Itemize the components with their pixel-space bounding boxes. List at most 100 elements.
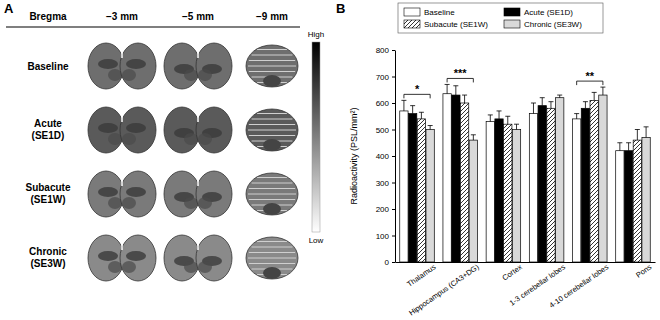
thalamus	[122, 197, 136, 209]
error-stem	[455, 86, 456, 95]
thalamus	[108, 69, 122, 81]
legend-label: Acute (SE1D)	[524, 8, 573, 17]
significance-label: ***	[454, 67, 468, 79]
hemisphere	[120, 43, 156, 89]
legend-label: Baseline	[424, 8, 455, 17]
error-bar	[497, 111, 502, 119]
error-stem	[594, 92, 595, 100]
error-stem	[490, 115, 491, 122]
legend-swatch	[504, 20, 520, 28]
folium	[249, 199, 295, 200]
error-stem	[637, 130, 638, 141]
error-bar	[419, 112, 424, 119]
colorbar-low: Low	[309, 236, 324, 245]
y-tick: 700	[376, 73, 395, 82]
folium	[249, 252, 295, 253]
error-stem	[550, 102, 551, 109]
y-tick: 800	[376, 46, 395, 55]
y-axis: 0100200300400500600700800	[376, 46, 396, 267]
error-bar	[505, 116, 510, 124]
error-cap	[617, 142, 622, 143]
legend: BaselineAcute (SE1D)Subacute (SE1W)Chron…	[398, 3, 603, 33]
thalamus	[184, 197, 198, 209]
hippocampus	[126, 187, 146, 197]
hemisphere	[120, 171, 156, 217]
bar	[590, 100, 598, 262]
series	[409, 86, 633, 262]
midline	[121, 236, 123, 250]
y-axis-line	[395, 51, 396, 263]
hippocampus	[126, 251, 146, 261]
hemisphere	[196, 171, 232, 217]
error-bar	[644, 127, 649, 138]
error-bar	[600, 87, 605, 95]
thalamus	[198, 197, 212, 209]
row-label: Subacute(SE1W)	[25, 182, 70, 205]
bar	[409, 114, 417, 262]
error-bar	[548, 102, 553, 109]
brain-slice	[246, 109, 298, 151]
y-tick-mark	[392, 236, 395, 237]
midline	[197, 108, 199, 122]
thalamus	[108, 197, 122, 209]
brainstem	[263, 139, 281, 151]
hemisphere	[164, 171, 200, 217]
error-stem	[516, 124, 517, 129]
brain-slice	[246, 45, 298, 87]
thalamus	[184, 69, 198, 81]
row-label: Acute(SE1D)	[32, 118, 65, 141]
panel-label: B	[336, 1, 345, 16]
midline	[121, 44, 123, 58]
error-bar	[626, 143, 631, 151]
error-cap	[531, 103, 536, 104]
cerebellum	[246, 237, 298, 279]
brain-slice	[164, 107, 232, 153]
x-tick-label: Thalamus	[405, 262, 437, 288]
y-axis-title: Radioactivity (PSL/mm²)	[349, 107, 359, 204]
error-stem	[619, 143, 620, 151]
midline	[121, 172, 123, 186]
folium	[252, 247, 293, 248]
error-cap	[488, 114, 493, 115]
bar	[469, 140, 477, 262]
folium	[248, 130, 296, 131]
brain-slice	[164, 43, 232, 89]
error-stem	[507, 116, 508, 124]
x-tick: Hippocampus (CA3+DG)	[407, 262, 481, 317]
x-axis-line	[396, 262, 656, 263]
hippocampus	[98, 59, 118, 69]
error-bar	[557, 95, 562, 98]
error-cap	[540, 97, 545, 98]
folium	[248, 194, 296, 195]
x-tick-label: Pons	[634, 262, 653, 279]
thalamus	[198, 133, 212, 145]
error-cap	[592, 92, 597, 93]
error-bar	[445, 84, 450, 93]
folium	[257, 177, 287, 178]
error-bar	[583, 102, 588, 109]
brain-slice	[88, 235, 156, 281]
cerebellum	[246, 109, 298, 151]
hemisphere	[88, 171, 124, 217]
error-bar	[410, 106, 415, 114]
error-cap	[410, 105, 415, 106]
y-tick-label: 100	[376, 232, 390, 241]
y-tick-mark	[392, 50, 395, 51]
error-cap	[462, 95, 467, 96]
error-stem	[403, 100, 404, 111]
error-bar	[514, 124, 519, 129]
header-rule	[6, 26, 300, 27]
error-cap	[583, 101, 588, 102]
error-cap	[445, 84, 450, 85]
hemisphere	[120, 235, 156, 281]
y-tick: 600	[376, 99, 395, 108]
x-tick: 4-10 cerebellar lobes	[548, 262, 611, 310]
y-tick-label: 700	[376, 73, 390, 82]
y-tick-label: 500	[376, 126, 390, 135]
brain-slice	[88, 171, 156, 217]
bar	[616, 151, 624, 262]
bar	[426, 130, 434, 263]
error-stem	[533, 103, 534, 114]
folium	[252, 55, 293, 56]
error-stem	[499, 111, 500, 119]
